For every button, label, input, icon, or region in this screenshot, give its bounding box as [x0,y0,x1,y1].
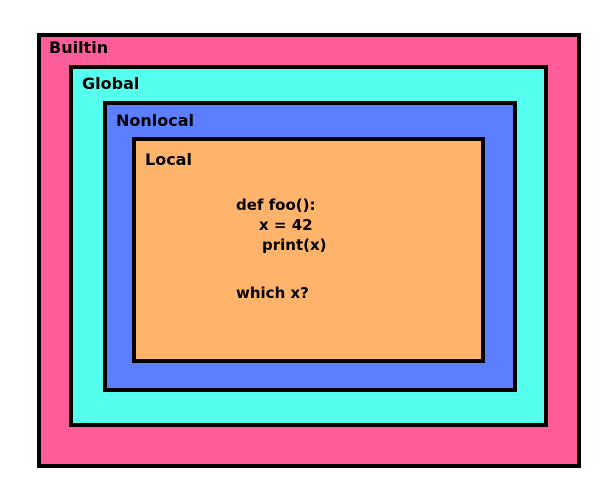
scope-builtin-label: Builtin [49,38,109,57]
question-text: which x? [236,284,309,302]
code-line-def: def foo(): [236,196,316,214]
scope-global-label: Global [82,74,140,93]
scope-local-box [132,137,485,363]
scope-nonlocal-label: Nonlocal [116,111,195,130]
code-line-print: print(x) [262,236,327,254]
scope-local-label: Local [145,150,192,169]
code-line-assign: x = 42 [259,216,313,234]
